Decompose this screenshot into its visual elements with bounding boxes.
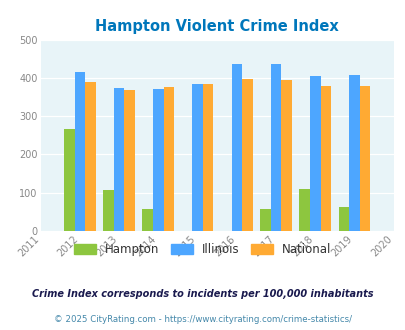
Bar	[142, 209, 153, 231]
Legend: Hampton, Illinois, National: Hampton, Illinois, National	[71, 240, 334, 260]
Bar	[75, 72, 85, 231]
Bar	[338, 207, 348, 231]
Bar	[309, 76, 320, 231]
Bar	[103, 190, 113, 231]
Bar	[281, 80, 291, 231]
Bar	[202, 84, 213, 231]
Bar	[241, 79, 252, 231]
Title: Hampton Violent Crime Index: Hampton Violent Crime Index	[95, 19, 338, 34]
Bar	[192, 84, 202, 231]
Bar	[64, 129, 75, 231]
Bar	[163, 87, 174, 231]
Bar	[231, 64, 241, 231]
Bar	[270, 64, 281, 231]
Bar	[124, 90, 134, 231]
Bar	[153, 89, 163, 231]
Bar	[320, 85, 330, 231]
Bar	[348, 75, 359, 231]
Text: © 2025 CityRating.com - https://www.cityrating.com/crime-statistics/: © 2025 CityRating.com - https://www.city…	[54, 315, 351, 324]
Bar	[113, 88, 124, 231]
Bar	[85, 82, 96, 231]
Bar	[260, 209, 270, 231]
Bar	[359, 86, 369, 231]
Text: Crime Index corresponds to incidents per 100,000 inhabitants: Crime Index corresponds to incidents per…	[32, 289, 373, 299]
Bar	[299, 188, 309, 231]
